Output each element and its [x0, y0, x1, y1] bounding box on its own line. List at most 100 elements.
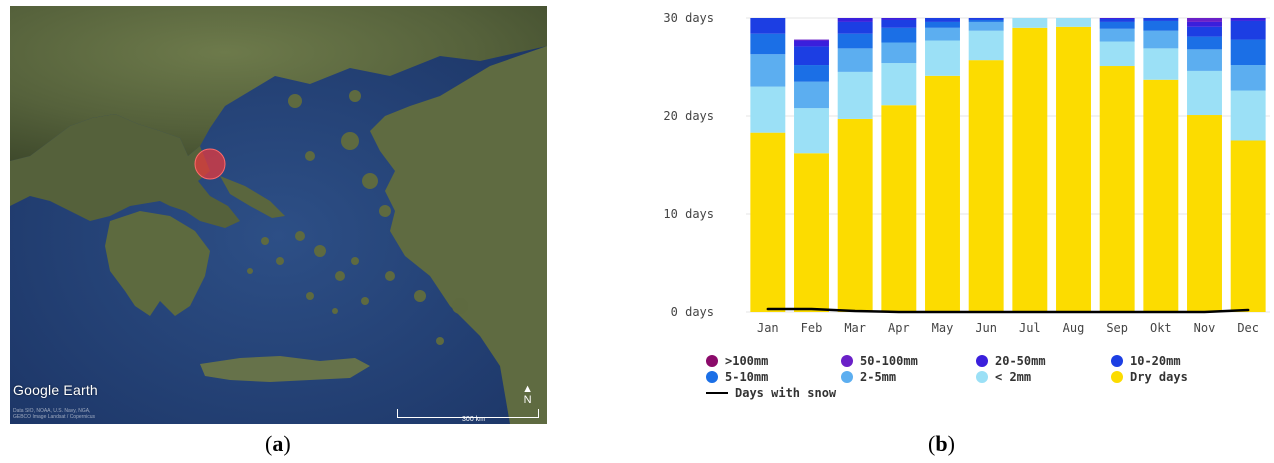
bar-segment [1230, 140, 1266, 312]
legend-dot-swatch [706, 371, 718, 383]
legend-dot-swatch [976, 371, 988, 383]
bar-segment [1230, 65, 1266, 91]
legend-dot-swatch [976, 355, 988, 367]
bar-segment [968, 60, 1004, 312]
legend-item: Days with snow [706, 386, 836, 400]
legend-dot-swatch [706, 355, 718, 367]
legend-item: 20-50mm [976, 354, 1046, 368]
bar-segment [1187, 26, 1222, 37]
bar-segment [837, 71, 873, 119]
bar-segment [1187, 21, 1222, 27]
x-tick-label: Jan [757, 321, 779, 335]
panel-a-open: ( [265, 431, 273, 456]
bar-segment [968, 18, 1004, 20]
bar-segment [881, 63, 917, 106]
bar-segment [1230, 39, 1266, 66]
panel-b-label: (b) [928, 431, 955, 457]
legend-item: 50-100mm [841, 354, 918, 368]
bar-segment [750, 33, 786, 55]
precipitation-chart: 0 days 10 days 20 days 30 days Jan Feb Mar Apr M… [663, 11, 1270, 335]
legend-line-swatch [706, 392, 728, 394]
precipitation-chart-panel: 0 days 10 days 20 days 30 days Jan Feb Mar Apr M… [660, 0, 1274, 430]
panel-a-letter: a [272, 431, 284, 456]
bar-segment [925, 21, 960, 28]
north-label: N [523, 394, 532, 406]
bar-segment [1099, 18, 1135, 22]
bar-segment [968, 30, 1004, 61]
bar-segment [1187, 36, 1222, 50]
x-tick-label: Apr [888, 321, 910, 335]
bar-segment [881, 27, 917, 43]
map-image [10, 6, 547, 424]
x-tick-label: Okt [1150, 321, 1172, 335]
bar-segment [1230, 90, 1266, 141]
bar-segment [794, 46, 829, 66]
x-tick-label: Sep [1106, 321, 1128, 335]
legend-label: 2-5mm [860, 370, 897, 384]
snow-days-line [766, 307, 1250, 314]
bar-segment [837, 18, 873, 22]
land-anatolia [370, 46, 547, 424]
land-peloponnese [105, 211, 210, 316]
x-tick-label: Mar [844, 321, 866, 335]
islands [247, 90, 468, 345]
legend-label: < 2mm [995, 370, 1032, 384]
bar-segment [1099, 28, 1135, 42]
legend-item: < 2mm [976, 370, 1031, 384]
land-evia [220, 176, 285, 218]
legend-item: 2-5mm [841, 370, 896, 384]
legend-dot-swatch [841, 371, 853, 383]
bar-segment [1187, 70, 1222, 116]
bar-segment [968, 19, 1004, 22]
bar-segment [750, 54, 786, 87]
bar-segment [925, 18, 960, 22]
bar-segment [925, 40, 960, 76]
bar-segment [1187, 115, 1222, 313]
bar-segment [794, 81, 829, 109]
x-tick-label: Feb [801, 321, 823, 335]
legend-label: Days with snow [735, 386, 837, 400]
legend-label: 10-20mm [1130, 354, 1181, 368]
scale-bar [397, 409, 539, 418]
y-tick-label: 20 days [663, 109, 714, 123]
x-tick-label: Aug [1063, 321, 1085, 335]
bar-segment [1143, 79, 1179, 313]
legend-label: 50-100mm [860, 354, 918, 368]
bar-segment [794, 39, 829, 41]
bar-segment [1056, 26, 1091, 312]
legend-dot-swatch [841, 355, 853, 367]
x-tick-label: Jul [1019, 321, 1041, 335]
bar-segment [1187, 49, 1222, 71]
map-attribution: Data SIO, NOAA, U.S. Navy, NGA, GEBCO Im… [13, 408, 95, 420]
satellite-map: Google Earth Data SIO, NOAA, U.S. Navy, … [10, 6, 547, 424]
x-tick-label: May [932, 321, 954, 335]
panel-b-close: ) [947, 431, 955, 456]
y-tick-label: 0 days [671, 305, 714, 319]
bar-segment [750, 18, 786, 34]
north-arrow-icon: ▲ N [522, 383, 533, 406]
legend-dot-swatch [1111, 355, 1123, 367]
legend-label: 5-10mm [725, 370, 769, 384]
bar-segment [881, 105, 917, 312]
bar-segment [794, 65, 829, 82]
bar-segment [1143, 20, 1179, 31]
panel-a-label: (a) [265, 431, 291, 457]
bar-segment [925, 75, 960, 312]
x-tick-label: Dec [1237, 321, 1259, 335]
google-earth-logo: Google Earth [13, 382, 98, 398]
bar-segment [1012, 18, 1048, 28]
y-tick-label: 10 days [663, 207, 714, 221]
legend-label: >100mm [725, 354, 769, 368]
bar-segment [968, 21, 1004, 31]
legend-label: 20-50mm [995, 354, 1046, 368]
scale-label: 300 km [462, 416, 485, 423]
bar-segment [750, 132, 786, 312]
legend-item: Dry days [1111, 370, 1188, 384]
bar-segment [1099, 41, 1135, 67]
bar-segment [794, 40, 829, 47]
bar-segment [1012, 27, 1048, 313]
bar-segment [1099, 21, 1135, 29]
panel-a-close: ) [283, 431, 291, 456]
bar-segment [837, 48, 873, 72]
bar-segment [925, 27, 960, 41]
